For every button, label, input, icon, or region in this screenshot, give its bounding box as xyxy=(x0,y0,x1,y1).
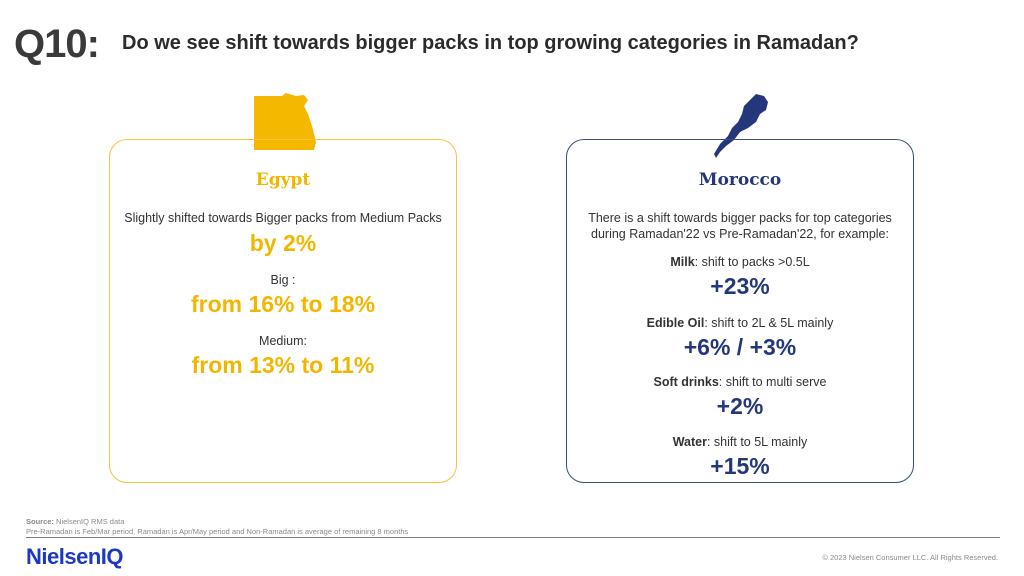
page-title: Do we see shift towards bigger packs in … xyxy=(122,32,859,54)
morocco-card: Morocco There is a shift towards bigger … xyxy=(566,139,914,483)
morocco-title: Morocco xyxy=(698,170,782,190)
source-note: Source: NielsenIQ RMS data Pre-Ramadan i… xyxy=(26,517,408,537)
source-text: NielsenIQ RMS data xyxy=(53,517,125,526)
edible-oil-item-value: +6% / +3% xyxy=(683,334,797,360)
footer-divider xyxy=(26,537,1000,538)
edible-oil-item-label: Edible Oil: shift to 2L & 5L mainly xyxy=(646,316,834,330)
water-item-label: Water: shift to 5L mainly xyxy=(672,435,808,449)
egypt-big-label: Big : xyxy=(270,273,296,287)
egypt-medium-label: Medium: xyxy=(259,334,307,348)
period-note: Pre-Ramadan is Feb/Mar period, Ramadan i… xyxy=(26,527,409,536)
soft-drinks-item-label: Soft drinks: shift to multi serve xyxy=(653,375,827,389)
egypt-big-value: from 16% to 18% xyxy=(190,291,376,317)
question-number: Q10: xyxy=(14,22,100,66)
soft-drinks-item-value: +2% xyxy=(716,393,764,419)
egypt-intro-value: by 2% xyxy=(249,230,317,256)
milk-item-label: Milk: shift to packs >0.5L xyxy=(670,255,810,269)
egypt-map-icon xyxy=(254,93,316,150)
egypt-medium-value: from 13% to 11% xyxy=(191,352,375,378)
egypt-intro: Slightly shifted towards Bigger packs fr… xyxy=(124,211,442,225)
water-item-value: +15% xyxy=(710,453,770,479)
morocco-intro-line1: There is a shift towards bigger packs fo… xyxy=(588,211,892,225)
nielseniq-logo: NielsenIQ xyxy=(26,544,123,569)
copyright-text: © 2023 Nielsen Consumer LLC. All Rights … xyxy=(822,553,998,562)
morocco-map-icon xyxy=(714,94,768,158)
egypt-card: Egypt Slightly shifted towards Bigger pa… xyxy=(109,139,457,483)
milk-item-value: +23% xyxy=(710,273,770,299)
morocco-intro-line2: during Ramadan'22 vs Pre-Ramadan'22, for… xyxy=(591,227,889,241)
egypt-title: Egypt xyxy=(255,170,311,190)
source-label: Source: xyxy=(26,517,54,526)
